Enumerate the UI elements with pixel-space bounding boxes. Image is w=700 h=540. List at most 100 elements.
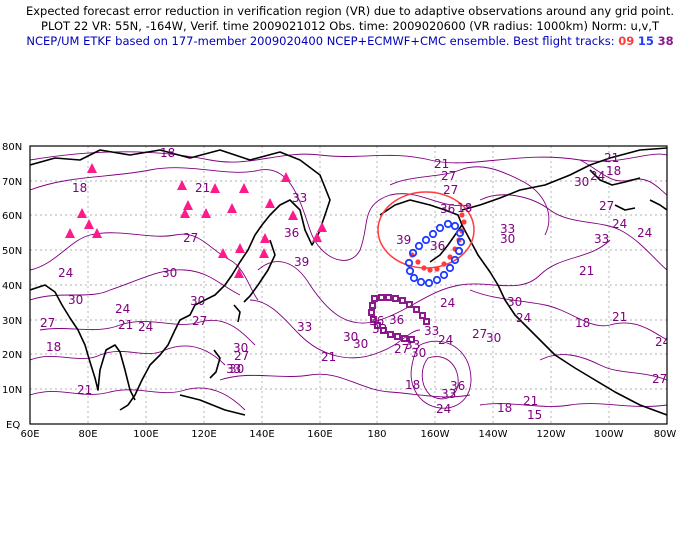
contour-value-label: 21 [523, 394, 538, 408]
longitude-labels: 60E 80E 100E 120E 140E 160E 180 160W 140… [20, 429, 676, 440]
contour-value-label: 36 [450, 379, 465, 393]
contour-value-label: 24 [138, 320, 153, 334]
contour-value-label: 33 [292, 191, 307, 205]
contour-value-label: 30 [229, 362, 244, 376]
contour-value-label: 30 [486, 331, 501, 345]
plot-frame [29, 145, 668, 425]
contour-value-label: 21 [579, 264, 594, 278]
track-38-label: 38 [657, 34, 674, 48]
contour-value-label: 18 [606, 164, 621, 178]
latitude-labels: 80N 70N 60N 50N 40N 30N 20N 10N EQ [2, 142, 22, 431]
lon-label: 140E [249, 429, 274, 440]
contour-value-label: 24 [655, 335, 670, 349]
contour-value-label: 24 [637, 226, 652, 240]
contour-value-label: 33 [226, 362, 241, 376]
contour-value-label: 33 [594, 232, 609, 246]
contour-value-label: 24 [590, 169, 605, 183]
track-09-label: 09 [618, 34, 635, 48]
contour-value-label: 27 [394, 342, 409, 356]
contour-value-label: 30 [162, 266, 177, 280]
contour-value-label: 24 [438, 333, 453, 347]
lat-label: EQ [6, 420, 20, 431]
contour-value-label: 18 [497, 401, 512, 415]
track-15-label: 15 [637, 34, 654, 48]
contour-value-label: 27 [652, 372, 667, 386]
contour-value-label: 18 [72, 181, 87, 195]
ensemble-info: NCEP/UM ETKF based on 177-member 2009020… [26, 34, 615, 48]
contour-value-label: 21 [321, 350, 336, 364]
contour-value-label: 33 [441, 387, 456, 401]
lat-label: 30N [2, 316, 22, 327]
contour-value-label: 30 [353, 337, 368, 351]
contour-value-label: 21 [118, 318, 133, 332]
contour-value-label: 21 [195, 181, 210, 195]
contour-value-label: 21 [77, 383, 92, 397]
lat-label: 40N [2, 281, 22, 292]
lon-label: 160E [307, 429, 332, 440]
flight-track-38 [368, 294, 430, 343]
contour-value-label: 24 [58, 266, 73, 280]
contour-value-label: 15 [527, 408, 542, 422]
contour-value-label: 18 [575, 316, 590, 330]
contour-value-label: 30 [68, 293, 83, 307]
title-line-3: NCEP/UM ETKF based on 177-member 2009020… [0, 34, 700, 49]
contour-value-label: 39 [294, 255, 309, 269]
flight-track-15 [404, 219, 466, 288]
contour-value-label: 30 [574, 175, 589, 189]
contour-value-label: 36 [430, 239, 445, 253]
contour-value-label: 24 [115, 302, 130, 316]
contour-lines [30, 151, 667, 411]
contour-value-label: 18 [457, 201, 472, 215]
contour-value-label: 18 [46, 340, 61, 354]
contour-value-label: 24 [612, 217, 627, 231]
contour-value-label: 36 [389, 313, 404, 327]
lon-label: 120E [191, 429, 216, 440]
contour-value-label: 27 [443, 183, 458, 197]
lon-label: 80W [654, 429, 677, 440]
contour-value-label: 36 [284, 226, 299, 240]
contour-value-label: 39 [396, 233, 411, 247]
contour-value-label: 33 [372, 322, 387, 336]
contour-value-label: 24 [436, 402, 451, 416]
lon-label: 120W [537, 429, 566, 440]
lon-label: 180 [367, 429, 386, 440]
contour-value-label: 30 [500, 232, 515, 246]
coastlines [30, 147, 667, 416]
title-line-1: Expected forecast error reduction in ver… [25, 4, 675, 18]
contour-value-label: 27 [441, 169, 456, 183]
contour-value-label: 30 [190, 294, 205, 308]
contour-value-label: 36 [440, 202, 455, 216]
contour-value-label: 36 [369, 314, 384, 328]
lat-label: 60N [2, 211, 22, 222]
lat-label: 20N [2, 350, 22, 361]
contour-value-label: 27 [234, 349, 249, 363]
contour-value-label: 33 [297, 320, 312, 334]
contour-value-label: 18 [160, 146, 175, 160]
contour-value-label: 27 [40, 316, 55, 330]
plot-header: Expected forecast error reduction in ver… [0, 4, 700, 49]
lon-label: 60E [20, 429, 39, 440]
contour-value-label: 30 [233, 341, 248, 355]
contour-value-label: 21 [612, 310, 627, 324]
contour-value-label: 27 [599, 199, 614, 213]
contour-value-label: 27 [183, 231, 198, 245]
lon-label: 100E [133, 429, 158, 440]
lon-label: 140W [479, 429, 508, 440]
contour-value-label: 27 [192, 314, 207, 328]
lon-label: 100W [595, 429, 624, 440]
contour-value-label: 24 [440, 296, 455, 310]
contour-value-label: 27 [472, 327, 487, 341]
contour-value-label: 30 [411, 346, 426, 360]
lon-label: 80E [78, 429, 97, 440]
lat-label: 10N [2, 385, 22, 396]
lat-label: 80N [2, 142, 22, 153]
contour-value-label: 18 [405, 378, 420, 392]
contour-value-label: 24 [516, 311, 531, 325]
contour-value-label: 21 [604, 151, 619, 165]
contour-value-label: 33 [500, 222, 515, 236]
contour-value-label: 33 [424, 324, 439, 338]
contour-value-label: 30 [507, 295, 522, 309]
contour-value-label: 30 [343, 330, 358, 344]
